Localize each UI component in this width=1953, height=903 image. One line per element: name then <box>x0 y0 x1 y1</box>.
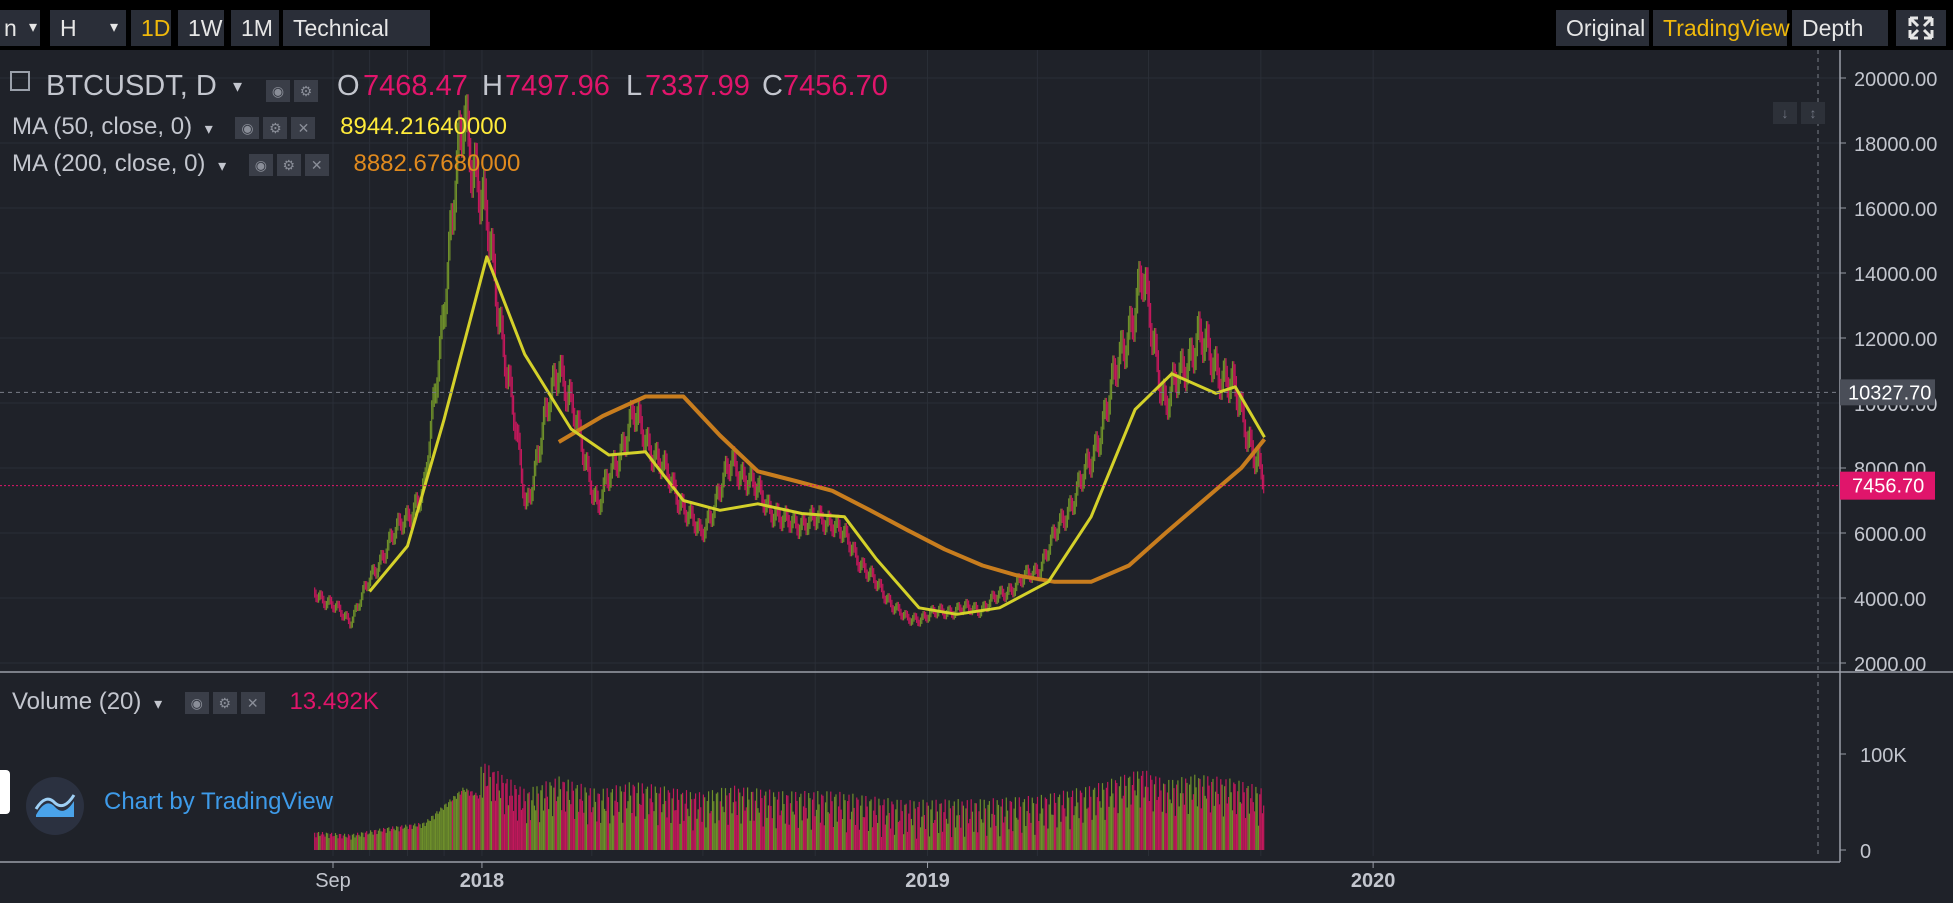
crosshair-price-badge <box>1840 379 1935 406</box>
volume-axis-tick-label: 100K <box>1860 745 1907 767</box>
interval-1w-label: 1W <box>188 15 223 41</box>
time-axis-label: 2020 <box>1351 870 1396 892</box>
ma50-legend: MA (50, close, 0) ▾ ◉ ⚙ ✕ 8944.21640000 <box>12 113 507 141</box>
close-icon[interactable]: ✕ <box>240 691 265 714</box>
interval-1d-label: 1D <box>141 15 171 41</box>
last-price-label: 7456.70 <box>1852 476 1924 498</box>
volume-value: 13.492K <box>289 688 379 715</box>
chevron-down-icon[interactable]: ▾ <box>218 158 227 175</box>
ma200-label[interactable]: MA (200, close, 0) <box>12 150 206 177</box>
price-axis-tick-label: 14000.00 <box>1854 264 1937 286</box>
open-value: 7468.47 <box>363 70 468 102</box>
chevron-down-icon[interactable]: ▾ <box>233 76 243 96</box>
volume-label[interactable]: Volume (20) <box>12 688 142 715</box>
interval-1w-button[interactable]: 1W <box>178 10 224 46</box>
time-axis-label: Sep <box>315 870 351 892</box>
time-axis-label: 2018 <box>460 870 505 892</box>
gear-icon[interactable]: ⚙ <box>276 153 301 176</box>
chart-toolbar: n▾ H 1D 1W 1M Technical Ind Original Tra… <box>0 0 1953 77</box>
ma50-label[interactable]: MA (50, close, 0) <box>12 113 193 140</box>
crosshair-price-label: 10327.70 <box>1848 382 1931 404</box>
price-axis-tick-label: 6000.00 <box>1854 524 1926 546</box>
interval-select-label: H <box>60 15 77 41</box>
view-tradingview-label: TradingView <box>1663 15 1790 41</box>
open-label: O <box>337 70 360 102</box>
chevron-down-icon[interactable]: ▾ <box>154 696 163 713</box>
ma200-controls: ◉ ⚙ ✕ <box>248 150 333 177</box>
eye-icon[interactable]: ◉ <box>184 691 209 714</box>
gear-icon[interactable]: ⚙ <box>212 691 237 714</box>
view-tradingview-tab[interactable]: TradingView <box>1653 10 1790 46</box>
interval-1m-button[interactable]: 1M <box>231 10 279 46</box>
price-axis-tick-label: 2000.00 <box>1854 654 1926 676</box>
time-axis-label: 2019 <box>905 870 950 892</box>
symbol-label[interactable]: BTCUSDT, D <box>46 70 217 102</box>
price-axis-tick-label: 16000.00 <box>1854 199 1937 221</box>
fullscreen-icon[interactable] <box>1896 10 1946 46</box>
scroll-up-icon[interactable]: ↕ <box>1801 102 1825 124</box>
last-price-badge <box>1840 471 1935 500</box>
close-value: 7456.70 <box>783 70 888 102</box>
eye-icon[interactable]: ◉ <box>235 116 260 139</box>
chart-background <box>0 50 1953 903</box>
price-axis-tick-label: 20000.00 <box>1854 69 1937 91</box>
ma200-value: 8882.67680000 <box>353 150 521 177</box>
collapse-legend-icon[interactable] <box>10 71 30 91</box>
tradingview-logo-icon <box>26 777 84 835</box>
eye-icon[interactable]: ◉ <box>248 153 273 176</box>
volume-controls: ◉ ⚙ ✕ <box>184 688 269 715</box>
price-chart[interactable]: 20000.00 18000.00 16000.00 14000.00 12000.00… <box>0 50 1953 903</box>
view-original-label: Original <box>1566 15 1646 41</box>
toolbar-cut-label: n <box>4 15 17 41</box>
scroll-down-icon[interactable]: ↓ <box>1773 102 1797 124</box>
legend-settings-group: ◉ ⚙ <box>266 74 322 107</box>
ma50-line <box>368 255 1266 616</box>
ma50-value: 8944.21640000 <box>340 113 507 140</box>
watermark-text: Chart by TradingView <box>104 788 334 815</box>
ma50-controls: ◉ ⚙ ✕ <box>235 113 319 140</box>
high-value: 7497.96 <box>505 70 610 102</box>
interval-1d-button[interactable]: 1D <box>131 10 171 46</box>
eye-icon[interactable]: ◉ <box>266 80 290 103</box>
close-label: C <box>762 70 783 102</box>
side-panel-toggle[interactable] <box>0 770 10 814</box>
gear-icon[interactable]: ⚙ <box>263 116 288 139</box>
gear-icon[interactable]: ⚙ <box>294 80 318 103</box>
view-depth-tab[interactable]: Depth <box>1792 10 1888 46</box>
low-label: L <box>626 70 643 102</box>
volume-axis-tick-label: 0 <box>1860 841 1871 863</box>
toolbar-cut-button[interactable]: n ▾ <box>0 10 40 46</box>
view-original-tab[interactable]: Original <box>1556 10 1649 46</box>
close-icon[interactable]: ✕ <box>304 153 329 176</box>
close-icon[interactable]: ✕ <box>291 116 316 139</box>
ma200-legend: MA (200, close, 0) ▾ ◉ ⚙ ✕ 8882.67680000 <box>12 150 520 178</box>
interval-select[interactable]: H <box>50 10 126 46</box>
price-axis-tick-label: 12000.00 <box>1854 329 1937 351</box>
ma200-line <box>557 394 1267 584</box>
interval-1m-label: 1M <box>241 15 273 41</box>
price-axis-tick-label: 18000.00 <box>1854 134 1937 156</box>
technical-indicators-button[interactable]: Technical Ind <box>283 10 430 77</box>
volume-legend: Volume (20) ▾ ◉ ⚙ ✕ 13.492K <box>12 688 379 716</box>
scroll-buttons: ↓ ↕ <box>1773 102 1829 124</box>
high-label: H <box>482 70 503 102</box>
chevron-down-icon: ▾ <box>29 19 38 36</box>
view-depth-label: Depth <box>1802 15 1864 41</box>
price-axis-tick-label: 4000.00 <box>1854 589 1926 611</box>
low-value: 7337.99 <box>645 70 750 102</box>
chevron-down-icon[interactable]: ▾ <box>204 121 213 138</box>
